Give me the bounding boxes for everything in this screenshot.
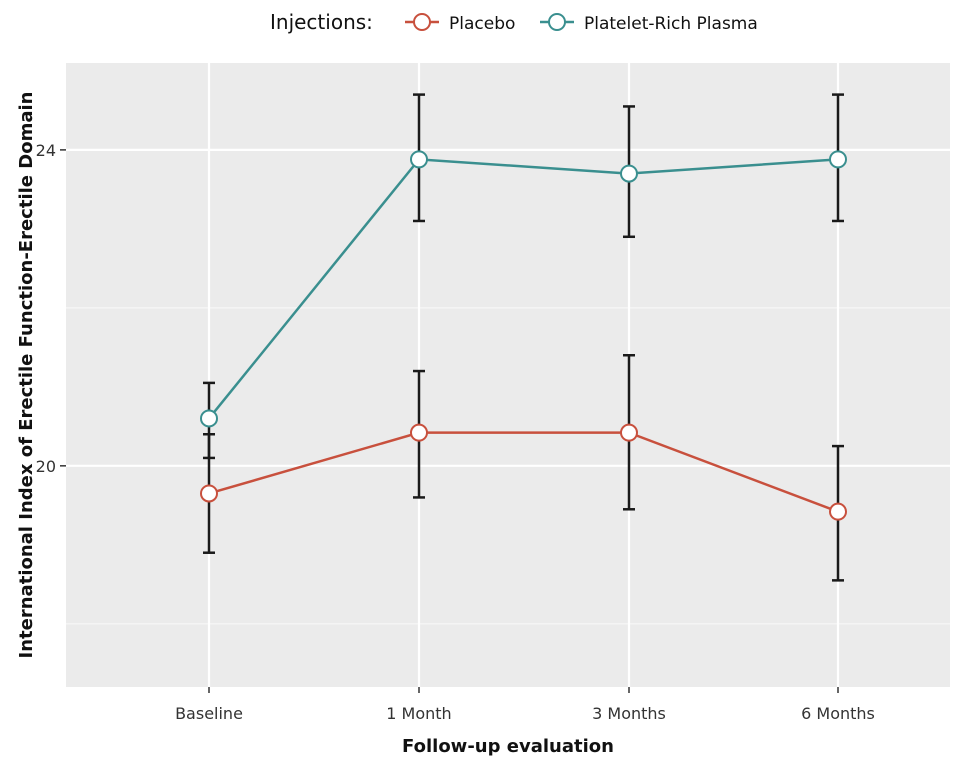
legend-key-marker xyxy=(413,13,431,31)
legend-label: Placebo xyxy=(449,14,515,34)
x-tick-label: 3 Months xyxy=(592,704,666,723)
legend-title: Injections: xyxy=(270,10,373,34)
legend-items: Placebo Platelet-Rich Plasma xyxy=(405,13,758,34)
legend-label: Platelet-Rich Plasma xyxy=(584,14,758,34)
y-tick-label: 20 xyxy=(36,457,56,476)
series-1 xyxy=(200,93,847,460)
x-tick-label: 1 Month xyxy=(386,704,451,723)
x-tick-label: 6 Months xyxy=(801,704,875,723)
data-point xyxy=(620,164,638,183)
y-tick-label: 24 xyxy=(36,141,56,160)
data-point xyxy=(410,423,428,442)
x-axis-title: Follow-up evaluation xyxy=(402,736,614,757)
x-tick-label: Baseline xyxy=(175,704,243,723)
series-layer xyxy=(200,93,847,582)
data-point xyxy=(200,484,218,503)
plot-panel xyxy=(66,63,950,687)
series-line xyxy=(208,431,839,513)
legend: Injections: Placebo Platelet-Rich Plasma xyxy=(270,10,758,34)
x-axis: Baseline 1 Month 3 Months 6 Months xyxy=(175,687,875,723)
legend-item-0: Placebo xyxy=(405,13,515,34)
data-point xyxy=(620,423,638,442)
data-point xyxy=(829,150,847,169)
data-point xyxy=(829,502,847,521)
legend-item-1: Platelet-Rich Plasma xyxy=(540,13,758,34)
y-axis-title: International Index of Erectile Function… xyxy=(16,92,37,659)
data-point xyxy=(410,150,428,169)
legend-key-marker xyxy=(548,13,566,31)
data-point xyxy=(200,409,218,428)
series-0 xyxy=(200,354,847,582)
series-line xyxy=(208,158,839,420)
